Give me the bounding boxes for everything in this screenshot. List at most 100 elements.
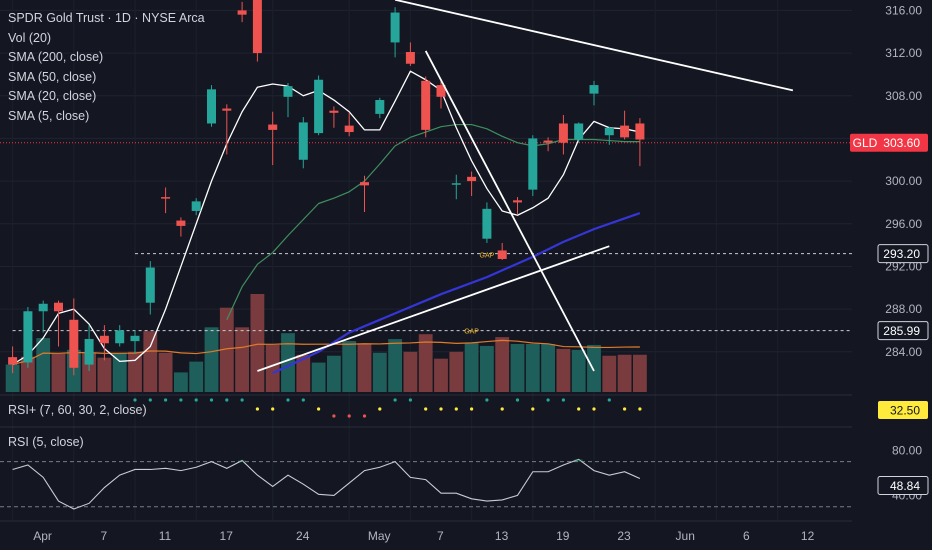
volume-bar	[174, 372, 188, 392]
time-tick-label: 13	[495, 529, 509, 543]
level-badge-bg	[877, 244, 929, 264]
rsi-line	[12, 458, 641, 510]
time-tick-label: May	[368, 529, 391, 543]
rsi-plus-dot	[332, 414, 336, 418]
candle-body	[237, 10, 247, 15]
rsi-plus-dot	[255, 407, 259, 411]
candle-body	[23, 311, 33, 363]
price-tick-label: 288.00	[885, 302, 922, 316]
price-axis[interactable]: 316.00312.00308.00304.00300.00296.00292.…	[850, 0, 932, 550]
legend-sma5[interactable]: SMA (5, close)	[8, 108, 90, 123]
rsi-plus-dot	[546, 398, 550, 402]
axis-background	[852, 0, 932, 550]
time-tick-label: 23	[617, 529, 631, 543]
level-badge-bg	[877, 321, 929, 341]
volume-bar	[219, 307, 234, 392]
rsi-overbought-fill	[574, 459, 583, 462]
candlesticks[interactable]	[8, 0, 645, 376]
rsi-plus-dot	[485, 398, 489, 402]
volume-bar	[449, 351, 464, 392]
rsi-plus-dot	[638, 407, 642, 411]
legend-vol[interactable]: Vol (20)	[8, 30, 52, 45]
candle-body	[635, 123, 645, 140]
rsi-pane	[0, 458, 852, 510]
candle-body	[344, 125, 354, 133]
rsi-plus-dot	[225, 398, 229, 402]
time-tick-label: 11	[159, 529, 172, 543]
rsi-plus-dot	[515, 398, 520, 402]
rsi-plus-dot	[623, 407, 627, 411]
candle-body	[283, 86, 293, 97]
volume-bar	[388, 339, 402, 392]
level-badge: 285.99	[883, 324, 920, 338]
candle-body	[145, 267, 155, 303]
rsi-plus-dot	[393, 398, 397, 402]
volume-bar	[587, 344, 601, 392]
volume-bar	[342, 341, 357, 392]
candle-body	[513, 200, 522, 203]
volume-bar	[97, 357, 112, 392]
price-tick-label: 296.00	[885, 217, 922, 231]
volume-bar	[633, 354, 647, 392]
trendlines[interactable]: GAP GAP	[257, 0, 794, 372]
rsi-plus-dot	[209, 398, 214, 402]
rsi-plus-dot	[378, 407, 382, 411]
volume-bar	[495, 337, 510, 392]
time-tick-label: 7	[100, 529, 107, 543]
candle-body	[497, 250, 507, 259]
gap-label: GAP	[464, 328, 479, 335]
trendline	[394, 0, 794, 92]
volume-bar	[617, 354, 632, 392]
level-badge: 293.20	[883, 247, 920, 261]
legend-sma200[interactable]: SMA (200, close)	[8, 50, 104, 64]
candle-body	[84, 338, 94, 365]
rsi-label[interactable]: RSI (5, close)	[8, 435, 84, 449]
candle-body	[421, 80, 431, 130]
volume-bar	[51, 353, 66, 392]
volume-bar	[112, 352, 127, 392]
volume-bar	[434, 358, 448, 392]
rsi-plus-dot	[240, 398, 244, 402]
time-tick-label: 6	[743, 529, 750, 543]
volume-bar	[143, 331, 158, 392]
rsi-plus-dot	[424, 407, 428, 411]
price-tick-label: 308.00	[885, 89, 922, 103]
legend-sma20[interactable]: SMA (20, close)	[8, 89, 97, 103]
candle-body	[329, 110, 339, 113]
rsi-overbought-fill	[238, 460, 247, 462]
last-price-badge-bg	[878, 133, 928, 152]
rsi-plus-dot	[317, 407, 321, 411]
rsi-plus-dot	[531, 407, 535, 411]
volume-bar	[510, 343, 525, 392]
candle-body	[191, 201, 201, 211]
candle-body	[130, 335, 140, 342]
rsi-plus-badge: 32.50	[890, 404, 920, 418]
rsi-plus-dot	[194, 398, 198, 402]
rsi-plus-pane	[133, 398, 642, 418]
rsi-plus-dot	[347, 414, 351, 418]
volume-ma-line	[12, 339, 640, 366]
time-axis[interactable]: Apr 7 11 17 24 May 7 13 19 23 Jun 6 12	[33, 529, 814, 543]
candle-body	[620, 125, 630, 138]
candle-body	[405, 52, 415, 64]
legend-sma50[interactable]: SMA (50, close)	[8, 69, 97, 84]
volume-bar	[36, 338, 51, 392]
volume-bar	[327, 355, 341, 392]
rsi-value-badge: 48.84	[890, 479, 920, 493]
rsi-plus-dot	[454, 407, 458, 411]
trendline	[424, 50, 595, 372]
sma20-line	[226, 123, 640, 321]
candle-body	[543, 140, 553, 143]
volume-bar	[5, 364, 20, 392]
price-tick-label: 312.00	[885, 46, 922, 60]
rsi-value-badge-bg	[877, 475, 929, 495]
rsi-plus-label[interactable]: RSI+ (7, 60, 30, 2, close)	[8, 403, 147, 417]
volume-bar	[311, 362, 326, 392]
volume-bar	[541, 343, 555, 392]
volume-bar	[128, 351, 142, 392]
symbol-title[interactable]: SPDR Gold Trust · 1D · NYSE Arca	[8, 11, 205, 25]
candle-body	[69, 319, 79, 368]
candle-body	[467, 176, 477, 182]
rsi-plus-dot	[561, 398, 566, 402]
